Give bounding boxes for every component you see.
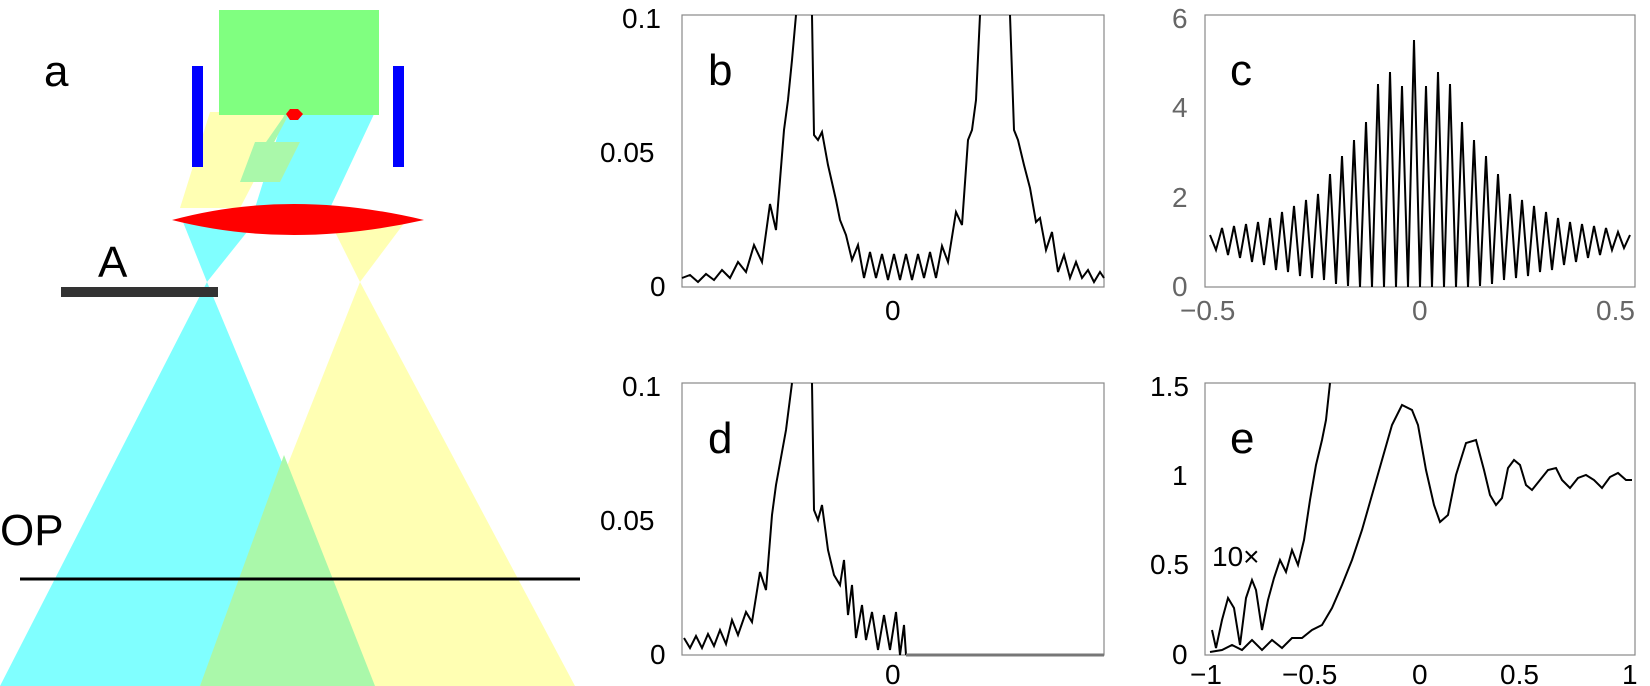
- panel-a-letter: a: [44, 47, 69, 96]
- chart-d-ytick-1: 0.05: [600, 505, 655, 536]
- chart-c-curve: [1209, 39, 1631, 288]
- beam-overlap-lower: [200, 455, 375, 686]
- chart-c-ytick-1: 2: [1172, 182, 1188, 213]
- aperture-bar: [61, 287, 218, 297]
- chart-d-frame: [681, 382, 1105, 656]
- chart-b-curve: [681, 14, 1105, 285]
- mirror-left: [192, 66, 203, 167]
- chart-d-curve: [683, 382, 907, 656]
- chart-e: e 10× 0 0.5 1 1.5 −1 −0.5 0 0.5 1: [1150, 371, 1638, 686]
- chart-e-ytick-1: 0.5: [1150, 549, 1189, 580]
- chart-e-xtick-0: −1: [1190, 659, 1222, 686]
- chart-b-xtick-0: 0: [885, 295, 901, 326]
- chart-c-xtick-1: 0: [1412, 295, 1428, 326]
- observation-plane-label: OP: [0, 506, 64, 555]
- chart-e-ytick-0: 0: [1172, 639, 1188, 670]
- chart-b-frame: [681, 14, 1105, 288]
- chart-e-series-10x: [1211, 382, 1331, 649]
- chart-e-frame: [1204, 382, 1636, 656]
- chart-d-ytick-2: 0.1: [622, 371, 661, 402]
- panel-d-letter: d: [708, 414, 732, 463]
- mirror-right: [393, 66, 404, 167]
- chart-e-xtick-3: 0.5: [1500, 659, 1539, 686]
- chart-c-xtick-2: 0.5: [1596, 295, 1635, 326]
- chart-e-series-main: [1209, 403, 1632, 653]
- chart-b-ytick-2: 0.1: [622, 3, 661, 34]
- yellow-beam-upper: [180, 112, 290, 208]
- source-box: [219, 10, 379, 115]
- panel-b-letter: b: [708, 46, 732, 95]
- chart-c-ytick-0: 0: [1172, 271, 1188, 302]
- chart-d-ytick-0: 0: [650, 639, 666, 670]
- chart-c: c 0 2 4 6 −0.5 0 0.5: [1172, 3, 1636, 326]
- chart-b: b 0 0.05 0.1 0: [600, 3, 1105, 326]
- cyan-beam-upper: [255, 112, 375, 208]
- beam-overlap-mid: [240, 142, 300, 182]
- cyan-beam-focus: [183, 222, 255, 282]
- aperture-label: A: [98, 238, 128, 287]
- panel-c-letter: c: [1230, 46, 1252, 95]
- chart-e-ytick-3: 1.5: [1150, 371, 1189, 402]
- chart-b-ytick-1: 0.05: [600, 137, 655, 168]
- panel-e-letter: e: [1230, 414, 1254, 463]
- chart-e-ytick-2: 1: [1172, 460, 1188, 491]
- panel-a-schematic: a A OP: [0, 10, 580, 686]
- chart-e-annotation: 10×: [1212, 541, 1260, 572]
- source-dot: [286, 109, 303, 120]
- chart-e-xtick-2: 0: [1412, 659, 1428, 686]
- yellow-beam-focus: [330, 222, 405, 282]
- chart-b-ytick-0: 0: [650, 271, 666, 302]
- chart-e-xtick-1: −0.5: [1282, 659, 1337, 686]
- chart-d: d 0 0.05 0.1 0: [600, 371, 1105, 686]
- chart-c-ytick-3: 6: [1172, 3, 1188, 34]
- chart-c-xtick-0: −0.5: [1180, 295, 1235, 326]
- chart-e-xtick-4: 1: [1622, 659, 1638, 686]
- chart-c-ytick-2: 4: [1172, 92, 1188, 123]
- chart-d-xtick-0: 0: [885, 659, 901, 686]
- lens: [172, 204, 424, 235]
